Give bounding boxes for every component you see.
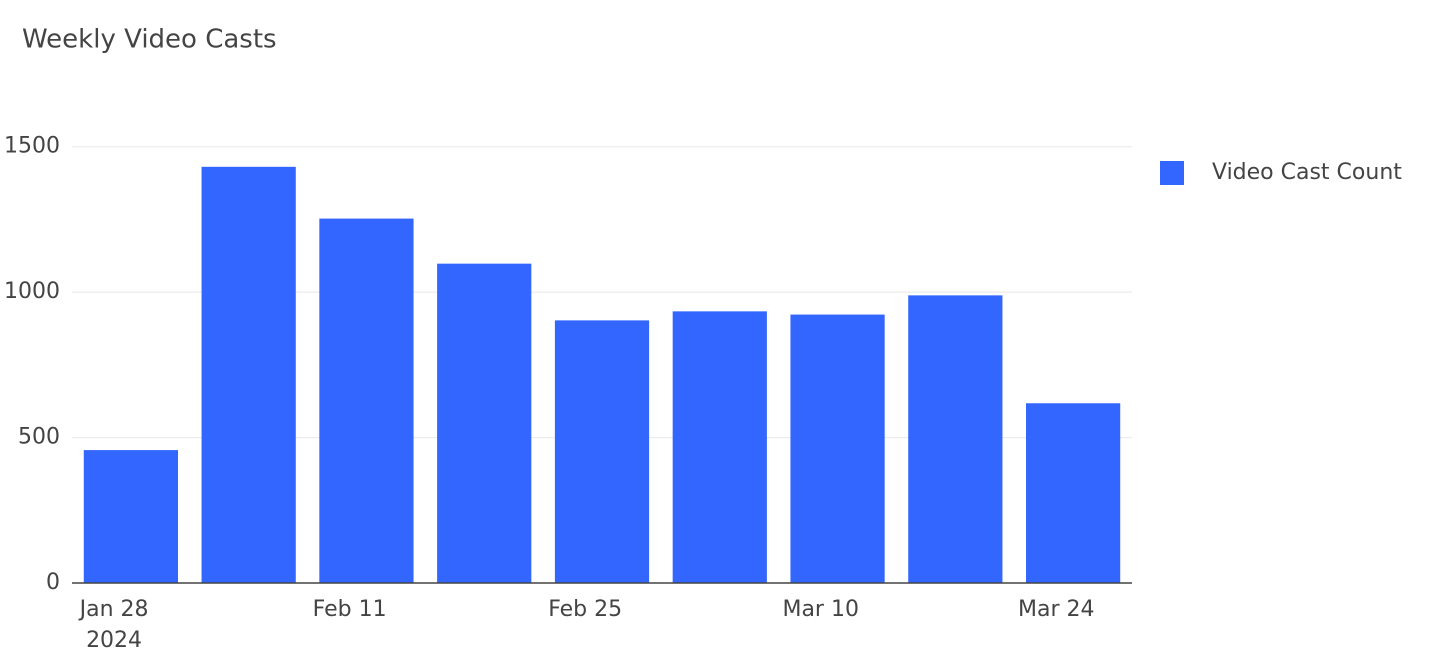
bar [908,295,1003,583]
legend-swatch [1160,161,1184,185]
x-tick-label: Mar 24 [1018,597,1095,622]
bar [83,450,178,583]
x-tick-label: Jan 28 2024 [78,597,149,653]
y-tick-label: 0 [46,570,60,595]
bar [319,218,414,584]
bar [1026,403,1121,583]
chart-title: Weekly Video Casts [22,25,277,55]
bar [554,320,650,583]
y-tick-label: 1000 [4,279,60,304]
y-tick-label: 1500 [4,134,60,159]
x-tick-label: Mar 10 [782,597,859,622]
x-tick-label: Feb 25 [548,597,622,622]
y-tick-label: 500 [18,425,60,450]
bar [437,263,532,583]
x-tick-label: Feb 11 [313,597,387,622]
bar [201,166,296,583]
bar [672,311,767,583]
bar [790,314,885,583]
legend-label: Video Cast Count [1212,160,1402,185]
